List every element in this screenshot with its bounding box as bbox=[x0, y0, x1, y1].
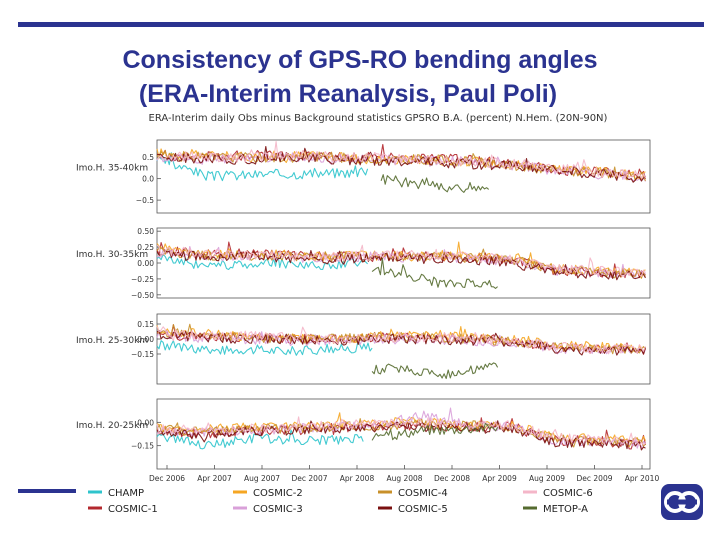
chart-title: ERA-Interim daily Obs minus Background s… bbox=[149, 113, 608, 124]
panel-frame bbox=[156, 398, 651, 470]
series-line-champ bbox=[156, 340, 373, 356]
series-line-cosmic-6 bbox=[156, 141, 646, 180]
ecmwf-logo-icon bbox=[661, 484, 703, 520]
y-tick-label: −0.50 bbox=[131, 291, 154, 300]
slide-title-line-1: Consistency of GPS-RO bending angles bbox=[122, 46, 598, 74]
series-line-metop-a bbox=[380, 174, 490, 193]
panel-label: Imo.H. 35-40km bbox=[76, 164, 148, 174]
panel-frame bbox=[156, 227, 651, 299]
series-line-metop-a bbox=[371, 257, 498, 289]
series-line-cosmic-5 bbox=[156, 249, 646, 281]
series-line-champ bbox=[156, 251, 368, 271]
x-tick-label: Dec 2007 bbox=[292, 474, 328, 483]
x-tick-label: Aug 2008 bbox=[386, 474, 422, 483]
legend-label: COSMIC-5 bbox=[398, 504, 448, 515]
series-line-cosmic-1 bbox=[156, 417, 647, 450]
y-tick-label: 0.00 bbox=[137, 335, 154, 344]
legend-label: COSMIC-6 bbox=[543, 488, 593, 499]
panel-frame bbox=[156, 139, 651, 214]
series-line-cosmic-6 bbox=[156, 416, 646, 447]
x-tick-label: Aug 2009 bbox=[529, 474, 565, 483]
x-tick-label: Dec 2006 bbox=[149, 474, 185, 483]
bottom-accent-bar bbox=[18, 489, 76, 493]
y-tick-label: 0.00 bbox=[137, 259, 154, 268]
x-tick-label: Apr 2008 bbox=[340, 474, 375, 483]
panel-label: Imo.H. 25-30km bbox=[76, 336, 148, 346]
y-tick-label: 0.00 bbox=[137, 418, 154, 427]
series-line-metop-a bbox=[371, 362, 499, 380]
y-tick-label: −0.15 bbox=[131, 350, 154, 359]
legend-label: METOP-A bbox=[543, 504, 588, 515]
y-tick-label: 0.5 bbox=[142, 153, 154, 162]
slide-title-line-2: (ERA-Interim Reanalysis, Paul Poli) bbox=[138, 80, 558, 108]
y-tick-label: −0.5 bbox=[136, 196, 154, 205]
legend-label: COSMIC-1 bbox=[108, 504, 158, 515]
x-tick-label: Apr 2010 bbox=[625, 474, 660, 483]
series-line-cosmic-6 bbox=[156, 326, 647, 355]
series-line-cosmic-6 bbox=[156, 244, 646, 278]
x-tick-label: Aug 2007 bbox=[244, 474, 280, 483]
series-line-cosmic-4 bbox=[156, 418, 646, 448]
legend-label: COSMIC-4 bbox=[398, 488, 448, 499]
legend-label: CHAMP bbox=[108, 488, 144, 499]
x-tick-label: Apr 2009 bbox=[482, 474, 517, 483]
y-tick-label: 0.15 bbox=[137, 320, 154, 329]
panel-label: Imo.H. 20-25km bbox=[76, 421, 148, 431]
x-tick-label: Dec 2009 bbox=[577, 474, 613, 483]
y-tick-label: 0.25 bbox=[137, 243, 154, 252]
y-tick-label: 0.50 bbox=[137, 227, 154, 236]
y-tick-label: 0.0 bbox=[142, 175, 154, 184]
top-accent-bar bbox=[18, 22, 704, 27]
series-line-metop-a bbox=[371, 422, 499, 441]
y-tick-label: −0.15 bbox=[131, 442, 154, 451]
x-tick-label: Dec 2008 bbox=[434, 474, 470, 483]
y-tick-label: −0.25 bbox=[131, 275, 154, 284]
series-line-champ bbox=[156, 152, 369, 182]
legend-label: COSMIC-3 bbox=[253, 504, 303, 515]
panel-label: Imo.H. 30-35km bbox=[76, 250, 148, 260]
x-tick-label: Apr 2007 bbox=[197, 474, 232, 483]
legend-label: COSMIC-2 bbox=[253, 488, 303, 499]
